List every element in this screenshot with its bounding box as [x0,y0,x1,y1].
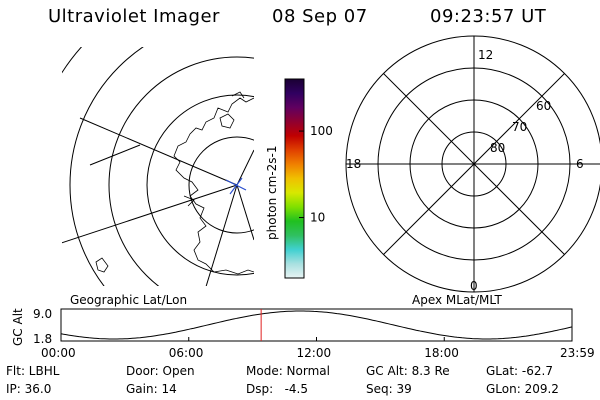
sun-direction-marker [225,177,247,195]
polar-mlt-panel [345,35,600,293]
alt-xtick-label: 23:59 [560,346,595,360]
info-mode: Mode: Normal [246,364,330,378]
colorbar-tick-label: 10 [310,211,325,225]
colorbar-ticks: 100 10 [299,124,333,225]
colorbar [284,78,305,279]
alt-ytick-high: 9.0 [33,307,52,321]
colorbar-tick-label: 100 [310,124,333,138]
mlt-label-18: 18 [346,157,361,171]
alt-xtick-label: 18:00 [424,346,459,360]
geographic-map-panel [62,47,254,286]
altitude-curve [60,310,573,340]
info-dsp: Dsp: -4.5 [246,382,309,396]
alt-ylabel: GC Alt [11,308,25,346]
alt-xtick-label: 06:00 [169,346,204,360]
geo-panel-label: Geographic Lat/Lon [70,293,187,307]
lat-label-60: 60 [536,99,551,113]
info-ip: IP: 36.0 [6,382,52,396]
info-seq: Seq: 39 [366,382,412,396]
date-title: 08 Sep 07 [272,6,368,27]
instrument-title: Ultraviolet Imager [48,6,220,27]
mlt-label-6: 6 [576,157,584,171]
colorbar-label: photon cm-2s-1 [265,146,279,241]
info-gc-alt: GC Alt: 8.3 Re [366,364,450,378]
alt-xtick-label: 00:00 [41,346,76,360]
lat-label-80: 80 [490,141,505,155]
info-glon: GLon: 209.2 [486,382,559,396]
lat-label-70: 70 [512,120,527,134]
mlt-label-0: 0 [470,279,478,293]
info-filter: Flt: LBHL [6,364,60,378]
polar-panel-label: Apex MLat/MLT [412,293,502,307]
info-glat: GLat: -62.7 [486,364,553,378]
info-door: Door: Open [126,364,195,378]
alt-ytick-low: 1.8 [33,332,52,346]
alt-xtick-label: 12:00 [297,346,332,360]
mlt-label-12: 12 [478,48,493,62]
altitude-plot: 9.0 1.8 GC Alt 00:00 06:00 12:00 18:00 23:59 [11,307,595,360]
alt-xticks: 00:00 06:00 12:00 18:00 23:59 [41,337,595,360]
time-title: 09:23:57 UT [430,6,547,27]
info-gain: Gain: 14 [126,382,177,396]
coastline [95,91,254,275]
altitude-plot-frame [60,308,573,342]
